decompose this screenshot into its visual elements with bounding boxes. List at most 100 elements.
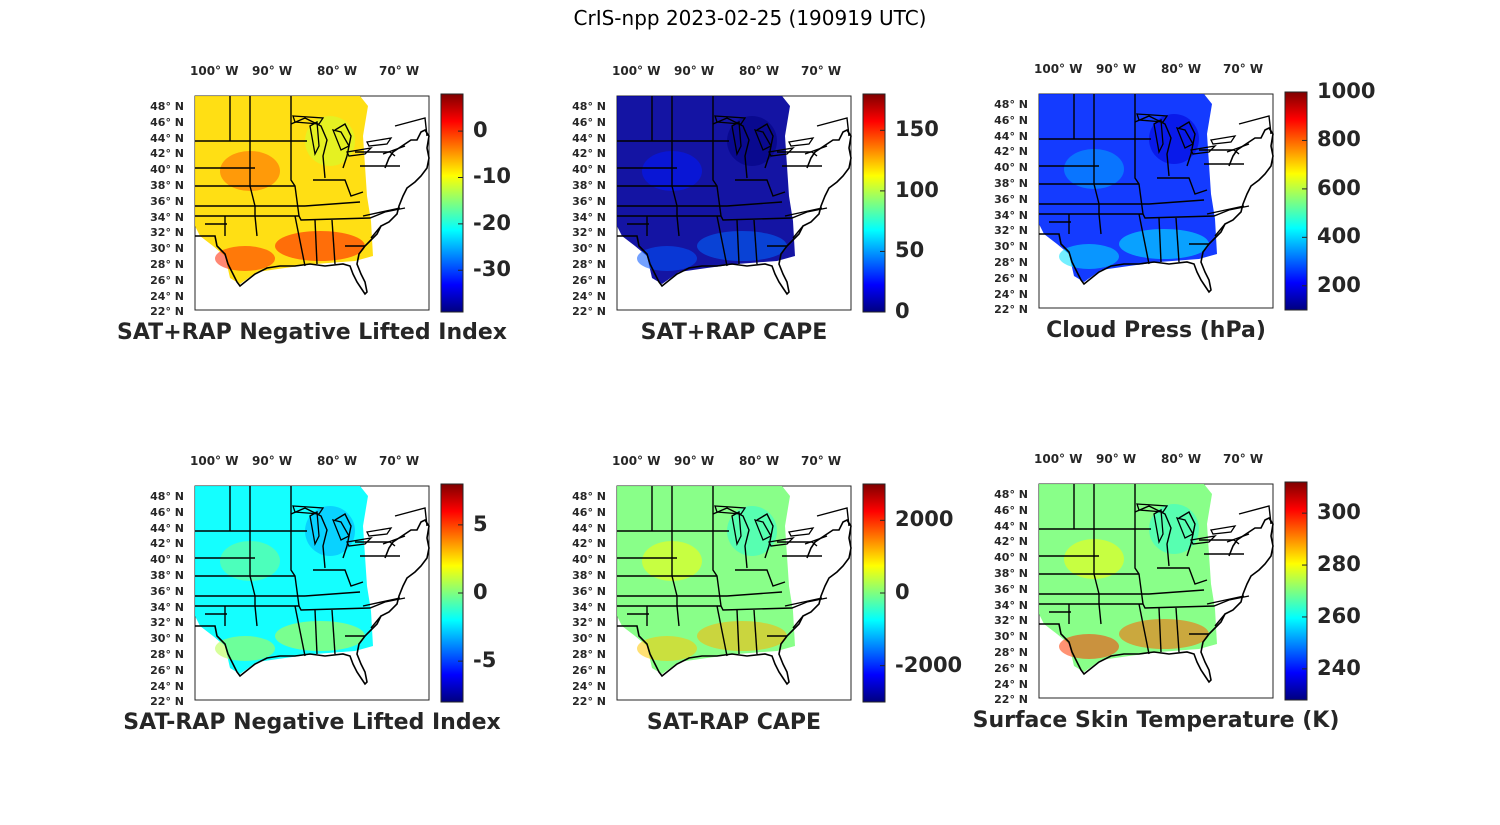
- latitude-label: 26° N: [994, 661, 1028, 675]
- colorbar-tick-label: -30: [473, 257, 511, 282]
- latitude-label: 30° N: [994, 240, 1028, 254]
- latitude-label: 48° N: [994, 488, 1028, 501]
- state-boundary: [1158, 217, 1162, 263]
- state-boundary: [249, 575, 258, 627]
- state-boundary: [314, 609, 318, 655]
- latitude-label: 30° N: [150, 632, 184, 646]
- state-boundary: [1178, 511, 1196, 557]
- state-boundary: [1214, 613, 1226, 627]
- panel-sat-rap-plus-cape: 150 100 50 0 100° W 90° W 80° W 70° W 48° N 46° N…: [562, 64, 942, 370]
- state-boundary: [1134, 115, 1172, 177]
- latitude-label: 34° N: [994, 208, 1028, 222]
- great-lake-outline: [753, 519, 772, 541]
- colorbar-tick-label: 0: [473, 580, 488, 604]
- latitude-label: 28° N: [994, 646, 1028, 659]
- latitude-label: 46° N: [150, 505, 184, 519]
- latitude-label: 38° N: [994, 567, 1028, 580]
- state-boundary: [753, 219, 758, 265]
- latitude-label: 42° N: [994, 145, 1028, 159]
- map-plot: [1038, 481, 1308, 701]
- state-boundary: [1238, 115, 1272, 135]
- data-region-2: [637, 246, 697, 271]
- panel-cloud-press: 1000 800 600 400 200 100° W 90° W 80° W 70° W 48°…: [984, 62, 1375, 368]
- great-lake-outline: [366, 137, 393, 147]
- state-boundary: [735, 179, 786, 197]
- latitude-label: 30° N: [150, 242, 184, 256]
- panel-sat-minus-rap-cape: 2000 0 -2000 100° W 90° W 80° W 70° W 48° N 46° …: [562, 454, 962, 760]
- state-boundary: [362, 597, 401, 607]
- latitude-label: 40° N: [994, 551, 1028, 565]
- longitude-label: 90° W: [1096, 62, 1137, 76]
- state-boundary: [784, 597, 823, 607]
- state-boundary: [1226, 533, 1250, 543]
- panel-title: SAT+RAP Negative Lifted Index: [117, 320, 507, 345]
- data-region-1: [1119, 229, 1209, 259]
- coastline: [617, 128, 852, 296]
- colorbar-tick-label: 0: [895, 299, 910, 323]
- great-lake-outline: [1210, 525, 1237, 535]
- state-boundary: [712, 117, 750, 179]
- latitude-label: 36° N: [150, 194, 184, 208]
- state-boundary: [816, 117, 850, 137]
- latitude-label: 34° N: [150, 210, 184, 224]
- state-boundary: [1206, 595, 1245, 605]
- data-region-1: [1119, 619, 1209, 649]
- state-boundary: [712, 507, 750, 569]
- data-region-2: [637, 636, 697, 661]
- state-boundary: [1148, 199, 1205, 205]
- panel-surface-skin-temperature: 300 280 260 240 100° W 90° W 80° W 70° W 48° N 46…: [973, 452, 1364, 758]
- colorbar-tick-label: 0: [473, 118, 488, 143]
- great-lake-outline: [714, 505, 747, 515]
- state-boundary: [712, 96, 722, 217]
- panel-sat-rap-plus-nli: 0 -10 -20 -30 100° W 90° W 80° W 70° W 48° N 46° …: [117, 64, 520, 370]
- latitude-label: 42° N: [572, 537, 606, 551]
- great-lake-outline: [331, 129, 350, 151]
- great-lake-outline: [788, 527, 815, 537]
- latitude-label: 30° N: [572, 632, 606, 646]
- state-boundary: [1238, 505, 1272, 525]
- longitude-label: 80° W: [1161, 62, 1202, 76]
- state-boundary: [756, 513, 774, 559]
- state-boundary: [304, 201, 361, 207]
- state-boundary: [1157, 567, 1208, 585]
- state-boundary: [1134, 484, 1144, 605]
- longitude-label: 70° W: [801, 454, 842, 468]
- great-lake-outline: [1190, 535, 1217, 545]
- colorbar-tick-label: 200: [1317, 272, 1361, 297]
- data-region-1: [275, 231, 365, 261]
- latitude-label: 40° N: [572, 553, 606, 567]
- panel-title: SAT+RAP CAPE: [640, 320, 828, 345]
- latitude-label: 36° N: [994, 582, 1028, 596]
- colorbar: [862, 93, 886, 313]
- latitude-label: 24° N: [572, 289, 606, 303]
- state-boundary: [804, 145, 828, 155]
- state-boundary: [792, 225, 804, 239]
- latitude-label: 40° N: [150, 553, 184, 567]
- state-boundary: [334, 513, 352, 559]
- great-lake-outline: [768, 147, 795, 157]
- latitude-label: 46° N: [572, 115, 606, 129]
- latitude-label: 36° N: [994, 192, 1028, 206]
- longitude-label: 70° W: [801, 64, 842, 78]
- longitude-label: 90° W: [674, 454, 715, 468]
- map-plot: [1038, 91, 1308, 311]
- latitude-label: 34° N: [572, 600, 606, 614]
- great-lake-outline: [1153, 118, 1164, 155]
- state-boundary: [756, 123, 774, 169]
- latitude-label: 42° N: [150, 537, 184, 551]
- state-boundary: [382, 145, 406, 155]
- longitude-label: 70° W: [379, 64, 420, 78]
- longitude-label: 80° W: [317, 454, 358, 468]
- latitude-label: 46° N: [572, 505, 606, 519]
- state-boundary: [617, 207, 828, 221]
- latitude-label: 22° N: [150, 695, 184, 709]
- state-boundary: [331, 609, 336, 655]
- state-boundary: [195, 597, 406, 611]
- latitude-label: 22° N: [994, 303, 1028, 317]
- longitude-label: 100° W: [190, 454, 239, 468]
- latitude-label: 34° N: [572, 210, 606, 224]
- longitude-label: 90° W: [252, 454, 293, 468]
- latitude-label: 26° N: [572, 663, 606, 677]
- latitude-label: 42° N: [150, 147, 184, 161]
- latitude-label: 32° N: [994, 614, 1028, 628]
